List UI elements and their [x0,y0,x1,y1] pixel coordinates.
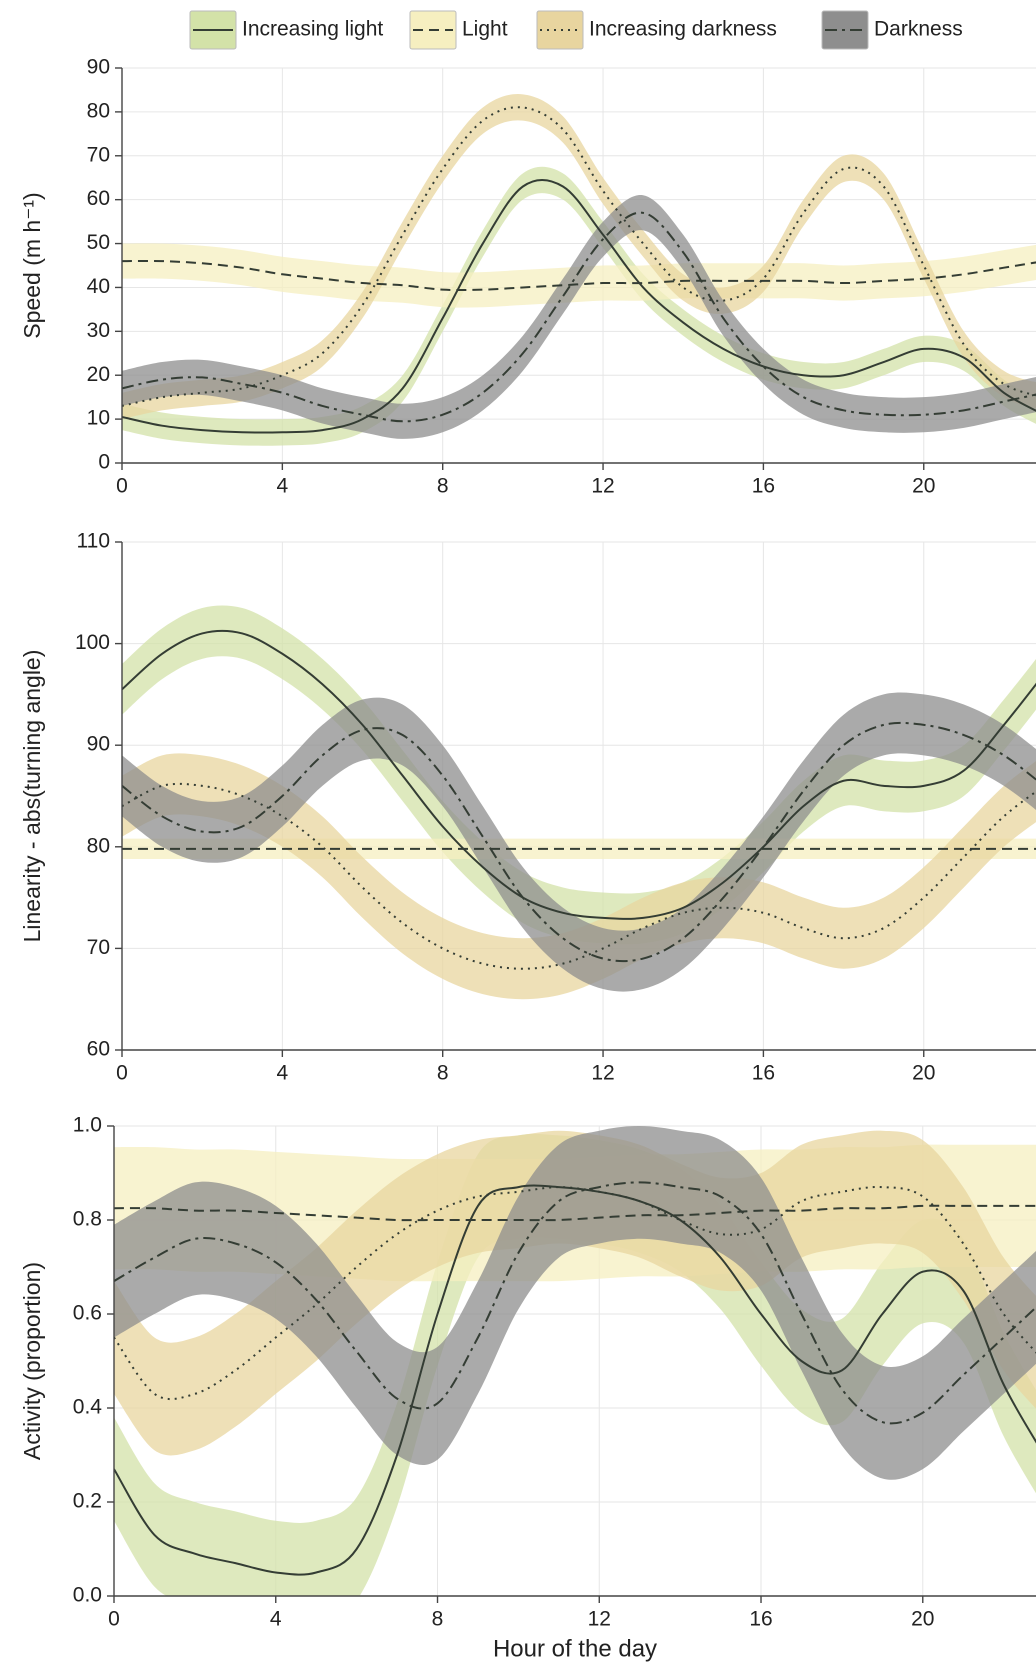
x-tick-label: 16 [752,1062,775,1085]
y-tick-label: 10 [87,407,110,430]
x-tick-label: 20 [912,475,935,498]
confidence-band [122,753,1036,1000]
y-tick-label: 80 [87,834,110,857]
legend-label: Darkness [874,18,963,41]
x-tick-label: 12 [591,475,614,498]
y-tick-label: 0 [98,451,110,474]
y-tick-label: 0.0 [73,1584,102,1607]
series-line [114,1184,1036,1576]
y-tick-label: 90 [87,733,110,756]
y-tick-label: 20 [87,363,110,386]
x-tick-label: 4 [270,1608,282,1631]
confidence-band [114,1126,1036,1480]
x-tick-label: 16 [752,475,775,498]
y-axis-label: Speed (m h⁻¹) [19,192,45,338]
y-tick-label: 100 [75,631,110,654]
legend-label: Increasing light [242,18,383,41]
y-axis-label: Linearity - abs(turning angle) [19,650,45,943]
y-tick-label: 30 [87,319,110,342]
plot-area [122,94,1036,446]
x-tick-label: 12 [588,1608,611,1631]
y-tick-label: 1.0 [73,1114,102,1137]
x-tick-label: 16 [749,1608,772,1631]
panel: 0 10 20 30 40 50 60 70 80 90 0 4 8 12 16 20 Speed (m h⁻¹… [19,56,1036,498]
y-tick-label: 50 [87,231,110,254]
y-tick-label: 60 [87,187,110,210]
confidence-band [114,1130,1036,1456]
x-tick-label: 12 [591,1062,614,1085]
x-tick-label: 8 [437,475,449,498]
y-tick-label: 0.2 [73,1490,102,1513]
y-tick-label: 0.8 [73,1208,102,1231]
x-tick-label: 8 [432,1608,444,1631]
x-tick-label: 20 [911,1608,934,1631]
x-tick-label: 0 [116,1062,128,1085]
confidence-band [122,692,1036,992]
confidence-band [122,195,1036,439]
series-line [114,1181,1036,1425]
y-tick-label: 110 [77,530,110,553]
plot-area [122,605,1036,1000]
series-line [114,1185,1036,1401]
panel: 60 70 80 90 100 110 0 4 8 12 16 20 Linearity - abs(t… [19,530,1036,1085]
y-tick-label: 90 [87,56,110,79]
x-tick-label: 4 [277,475,289,498]
y-axis-label: Activity (proportion) [19,1262,45,1460]
legend-label: Light [462,18,508,41]
legend-swatch [536,10,584,50]
series-line [114,1204,1036,1222]
y-tick-label: 70 [87,143,110,166]
series-line [122,629,1036,920]
series-line [122,106,1036,407]
y-tick-label: 0.6 [73,1302,102,1325]
y-tick-label: 0.4 [73,1396,103,1419]
x-axis-label: Hour of the day [493,1635,657,1662]
series-line [122,178,1036,434]
x-tick-label: 0 [108,1608,120,1631]
y-tick-label: 40 [87,275,110,298]
legend-label: Increasing darkness [589,18,777,41]
y-tick-label: 70 [87,936,110,959]
x-tick-label: 8 [437,1062,449,1085]
panel: 0.0 0.2 0.4 0.6 0.8 1.0 0 4 8 12 16 20 Activity (pro… [19,1114,1036,1662]
y-tick-label: 60 [87,1038,110,1061]
x-tick-label: 0 [116,475,128,498]
series-line [122,782,1036,970]
x-tick-label: 20 [912,1062,935,1085]
confidence-band [122,605,1036,945]
plot-area [114,1126,1036,1596]
y-tick-label: 80 [87,99,110,122]
series-line [122,211,1036,423]
x-tick-label: 4 [277,1062,289,1085]
series-line [122,721,1036,963]
legend: Increasing light Light Increasing darkness… [189,10,963,50]
